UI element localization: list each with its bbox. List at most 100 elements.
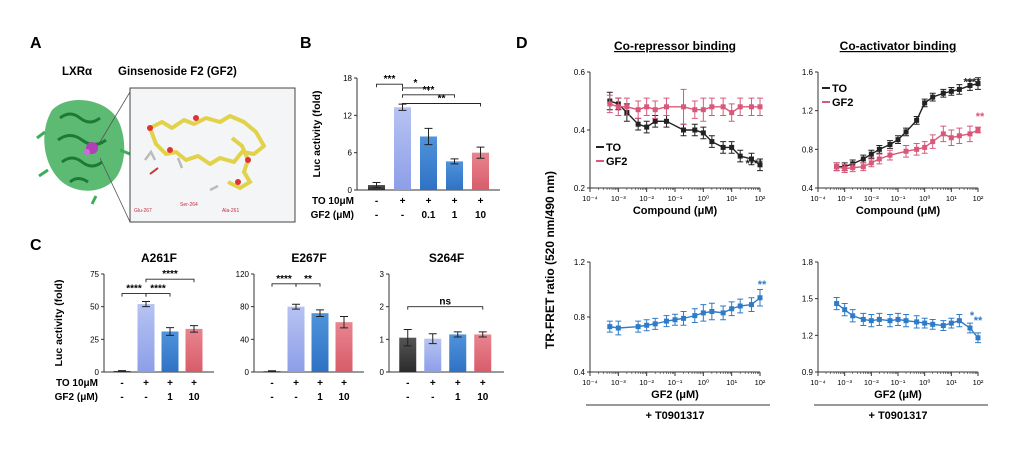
data-point [895, 316, 901, 322]
condition-value: + [480, 378, 486, 389]
data-point [876, 156, 882, 162]
line-chart-d2: 0.4 0.8 1.2 1.6 10⁻⁴ 10⁻³ 10⁻² 10⁻¹ 10⁰ 10¹ 10² Com… [802, 39, 985, 217]
chart-title: Co-repressor binding [614, 39, 736, 53]
y-tick-label: 40 [240, 335, 249, 344]
error-bar [478, 331, 487, 338]
significance-label: *** [384, 74, 396, 85]
condition-value: + [143, 378, 149, 389]
x-tick-label: 10⁻⁴ [810, 194, 826, 203]
data-point [850, 313, 856, 319]
y-tick-label: 0.8 [574, 313, 586, 322]
x-tick-label: 10⁻³ [611, 378, 626, 387]
condition-value: + [341, 378, 347, 389]
y-tick-label: 0 [380, 368, 385, 377]
condition-value: 1 [167, 392, 173, 403]
data-point [922, 144, 928, 150]
data-point [903, 148, 909, 154]
data-point [748, 104, 754, 110]
x-tick-label: 10⁻² [864, 194, 879, 203]
data-point [975, 335, 981, 341]
condition-value: 10 [188, 392, 200, 403]
condition-row-label: GF2 (μM) [55, 392, 98, 403]
data-point [914, 146, 920, 152]
x-tick-label: 10¹ [946, 378, 957, 387]
condition-row-label: TO 10μM [312, 196, 354, 207]
significance-label: **** [276, 274, 292, 285]
data-point [709, 139, 715, 145]
significance-label: * [970, 310, 975, 322]
y-tick-label: 1.2 [574, 258, 586, 267]
x-tick-label: 10¹ [726, 194, 737, 203]
bar [446, 161, 463, 190]
condition-value: - [406, 392, 409, 403]
x-axis-label: Compound (μM) [633, 205, 718, 217]
significance-bracket [402, 87, 429, 91]
bar [399, 337, 417, 372]
x-tick-label: 10⁻² [864, 378, 879, 387]
chart-title: S264F [429, 251, 464, 265]
data-point [615, 104, 621, 110]
data-point [681, 127, 687, 133]
condition-value: - [375, 196, 378, 207]
data-point [729, 144, 735, 150]
data-point [842, 166, 848, 172]
data-point [887, 152, 893, 158]
condition-value: - [144, 392, 147, 403]
x-tick-label: 10⁻⁴ [582, 194, 598, 203]
data-point [922, 100, 928, 106]
bar [287, 306, 305, 372]
condition-value: 10 [477, 392, 489, 403]
series-line [609, 103, 760, 114]
data-point [956, 318, 962, 324]
y-axis-label: Luc activity (fold) [53, 280, 65, 367]
y-tick-label: 0 [348, 186, 353, 195]
bar [449, 334, 467, 372]
bar [161, 331, 179, 372]
data-point [930, 94, 936, 100]
condition-value: + [452, 196, 458, 207]
legend-label: GF2 [832, 97, 853, 109]
ligand-stick-image [144, 114, 266, 192]
error-bar [476, 146, 485, 159]
condition-value: - [294, 392, 297, 403]
significance-label: ns [439, 297, 451, 308]
significance-label: ** [758, 279, 767, 291]
significance-bracket [145, 278, 195, 283]
x-tick-label: 10⁰ [919, 378, 930, 387]
residue-label-3: Ala-261 [222, 208, 239, 214]
x-tick-label: 10⁻¹ [668, 378, 683, 387]
residue-label-1: Glu-267 [134, 208, 152, 214]
bar [335, 322, 353, 372]
data-point [876, 316, 882, 322]
y-tick-label: 12 [343, 111, 352, 120]
error-bar [268, 370, 276, 373]
condition-value: + [293, 378, 299, 389]
condition-value: - [431, 392, 434, 403]
error-bar [292, 303, 300, 310]
x-tick-label: 10⁻⁴ [810, 378, 826, 387]
data-point [975, 81, 981, 87]
significance-label: ** [304, 274, 312, 285]
y-tick-label: 3 [380, 270, 385, 279]
line-chart-d1: 0.2 0.4 0.6 10⁻⁴ 10⁻³ 10⁻² 10⁻¹ 10⁰ 10¹ 10² Compou… [574, 39, 766, 217]
condition-value: - [120, 378, 123, 389]
data-point [692, 107, 698, 113]
error-bar [403, 329, 412, 347]
data-point [903, 318, 909, 324]
data-point [930, 321, 936, 327]
bar [420, 136, 437, 190]
bar [472, 152, 489, 190]
y-tick-label: 25 [90, 335, 99, 344]
data-point [720, 144, 726, 150]
data-point [720, 104, 726, 110]
data-point [681, 315, 687, 321]
x-tick-label: 10⁻⁴ [582, 378, 598, 387]
x-tick-label: 10⁻¹ [668, 194, 683, 203]
data-point [868, 318, 874, 324]
significance-label: **** [126, 284, 142, 295]
data-point [737, 303, 743, 309]
error-bar [450, 158, 459, 165]
x-tick-label: 10¹ [946, 194, 957, 203]
significance-label: **** [745, 158, 763, 170]
